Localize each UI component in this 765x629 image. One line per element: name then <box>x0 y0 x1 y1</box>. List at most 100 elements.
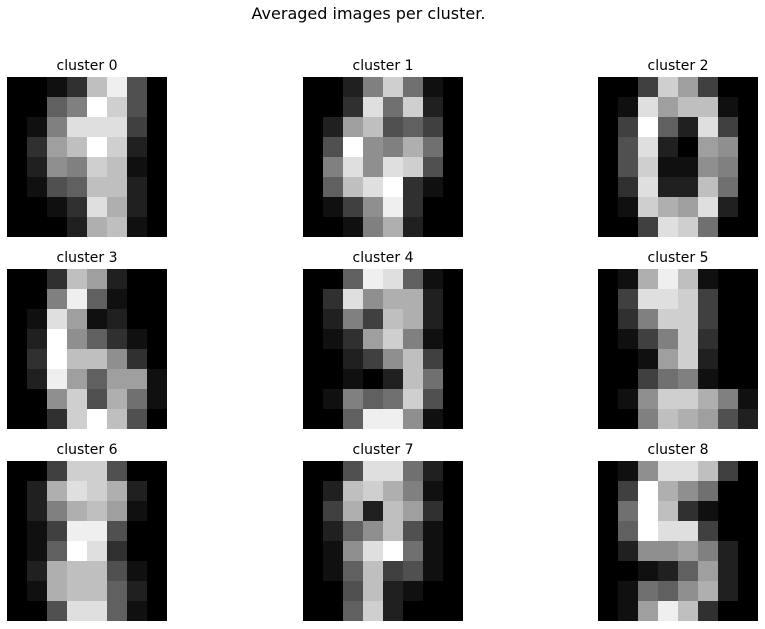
heatmap-cell <box>383 269 404 290</box>
heatmap-cell <box>698 409 719 429</box>
heatmap-cell <box>87 561 108 582</box>
heatmap-cell <box>678 77 699 98</box>
heatmap-cell <box>443 481 463 502</box>
heatmap-cell <box>7 541 28 562</box>
heatmap-cell <box>7 117 28 138</box>
heatmap-cell <box>658 117 679 138</box>
heatmap-cell <box>443 217 463 237</box>
heatmap-cell <box>698 97 719 118</box>
heatmap-cell <box>127 117 148 138</box>
heatmap-cell <box>698 329 719 350</box>
heatmap-cell <box>107 309 128 330</box>
heatmap-cell <box>107 137 128 158</box>
heatmap-cell <box>718 117 739 138</box>
heatmap-cell <box>7 137 28 158</box>
heatmap-cell <box>598 541 619 562</box>
heatmap-cell <box>658 349 679 370</box>
heatmap-cell <box>383 461 404 482</box>
heatmap-cell <box>598 137 619 158</box>
heatmap-cell <box>403 309 424 330</box>
heatmap-cell <box>698 369 719 390</box>
heatmap-cell <box>47 289 68 310</box>
heatmap-cell <box>443 157 463 178</box>
heatmap-cell <box>27 117 48 138</box>
heatmap-cell <box>598 349 619 370</box>
heatmap-cell <box>323 541 344 562</box>
heatmap-cell <box>678 461 699 482</box>
heatmap-cell <box>343 289 364 310</box>
heatmap-cell <box>698 541 719 562</box>
heatmap-cell <box>403 97 424 118</box>
heatmap-cell <box>363 329 384 350</box>
heatmap-cell <box>423 137 444 158</box>
heatmap-cell <box>87 117 108 138</box>
heatmap-cell <box>658 409 679 429</box>
heatmap-cell <box>27 501 48 522</box>
heatmap-cell <box>423 157 444 178</box>
heatmap-cell <box>127 157 148 178</box>
heatmap-cell <box>303 369 324 390</box>
cluster-title: cluster 0 <box>56 58 118 74</box>
heatmap-cell <box>423 561 444 582</box>
heatmap-cell <box>323 461 344 482</box>
heatmap-cell <box>87 349 108 370</box>
heatmap-cell <box>658 97 679 118</box>
heatmap-cell <box>403 581 424 602</box>
heatmap-cell <box>127 601 148 621</box>
heatmap-cell <box>423 217 444 237</box>
heatmap-cell <box>738 157 758 178</box>
heatmap-cell <box>67 157 88 178</box>
heatmap-cell <box>698 461 719 482</box>
cluster-image <box>598 461 758 621</box>
heatmap-cell <box>443 461 463 482</box>
heatmap-cell <box>7 349 28 370</box>
heatmap-cell <box>423 461 444 482</box>
heatmap-cell <box>147 581 167 602</box>
heatmap-cell <box>323 481 344 502</box>
heatmap-cell <box>107 369 128 390</box>
heatmap-cell <box>638 369 659 390</box>
heatmap-cell <box>107 581 128 602</box>
heatmap-cell <box>678 289 699 310</box>
heatmap-cell <box>658 157 679 178</box>
heatmap-cell <box>658 309 679 330</box>
heatmap-cell <box>47 461 68 482</box>
heatmap-cell <box>67 349 88 370</box>
heatmap-cell <box>638 309 659 330</box>
heatmap-cell <box>147 177 167 198</box>
heatmap-cell <box>423 409 444 429</box>
heatmap-cell <box>107 501 128 522</box>
heatmap-cell <box>323 389 344 410</box>
heatmap-cell <box>383 581 404 602</box>
heatmap-cell <box>27 97 48 118</box>
heatmap-cell <box>343 329 364 350</box>
cluster-image <box>7 461 167 621</box>
heatmap-cell <box>638 461 659 482</box>
heatmap-cell <box>718 349 739 370</box>
heatmap-cell <box>678 521 699 542</box>
heatmap-cell <box>107 197 128 218</box>
heatmap-cell <box>658 137 679 158</box>
heatmap-cell <box>127 581 148 602</box>
heatmap-cell <box>67 269 88 290</box>
heatmap-cell <box>658 289 679 310</box>
heatmap-cell <box>147 369 167 390</box>
heatmap-cell <box>323 329 344 350</box>
heatmap-cell <box>7 177 28 198</box>
heatmap-cell <box>738 197 758 218</box>
heatmap-cell <box>718 137 739 158</box>
heatmap-cell <box>87 521 108 542</box>
heatmap-cell <box>7 197 28 218</box>
heatmap-cell <box>343 501 364 522</box>
heatmap-cell <box>403 269 424 290</box>
heatmap-cell <box>638 521 659 542</box>
heatmap-cell <box>147 461 167 482</box>
heatmap-cell <box>443 349 463 370</box>
heatmap-cell <box>698 309 719 330</box>
heatmap-cell <box>658 77 679 98</box>
heatmap-cell <box>443 329 463 350</box>
heatmap-cell <box>658 521 679 542</box>
heatmap-cell <box>423 197 444 218</box>
heatmap-cell <box>423 97 444 118</box>
heatmap-cell <box>67 501 88 522</box>
